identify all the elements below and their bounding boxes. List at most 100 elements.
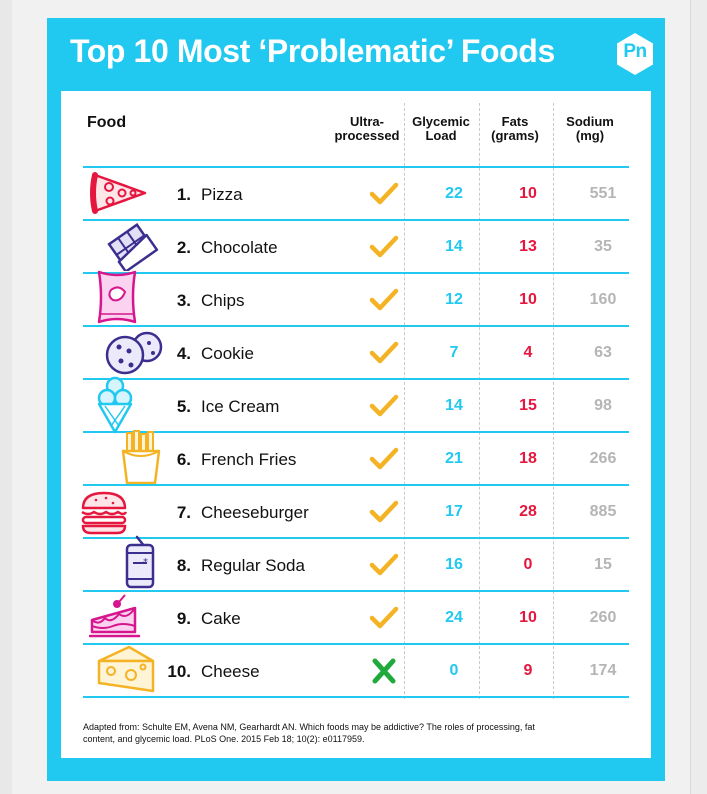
cheese-icon [97,645,155,693]
table-row: 2. Chocolate 14 13 35 [83,221,629,274]
row-glycemic-load: 22 [445,185,463,202]
header-banner: Top 10 Most ‘Problematic’ Foods Pn [47,18,665,91]
row-sodium: 174 [589,662,617,679]
checkmark-icon [369,500,399,523]
row-rank: 5. [176,397,191,416]
row-glycemic-load: 0 [449,662,459,679]
row-food-name: Chips [201,291,245,310]
row-sodium: 260 [589,609,617,626]
column-header-food: Food [87,114,127,131]
row-rank: 4. [176,344,191,363]
row-glycemic-load: 21 [445,450,463,467]
cookie-icon [105,331,163,375]
row-rule [83,272,629,274]
row-glycemic-load: 14 [445,397,463,414]
checkmark-icon [369,341,399,364]
row-sodium: 35 [594,238,612,255]
row-fats: 18 [519,450,537,467]
row-rank: 2. [176,238,191,257]
infographic-card: Top 10 Most ‘Problematic’ Foods Pn Food … [47,18,665,781]
soda-can-icon: * [125,535,155,589]
table-row: 4. Cookie 7 4 63 [83,327,629,380]
row-glycemic-load: 17 [445,503,463,520]
row-rule [83,484,629,486]
column-header-fats-line1: Fats [501,114,529,129]
column-header-glycemic-line1: Glycemic [412,114,470,129]
column-header-glycemic-line2: Load [425,128,457,143]
row-glycemic-load: 14 [445,238,463,255]
row-sodium: 15 [594,556,612,573]
row-sodium: 98 [594,397,612,414]
row-food-name: Cookie [201,344,254,363]
row-fats: 4 [523,344,533,361]
row-sodium: 551 [589,185,617,202]
table-row: * 8. Regular Soda 16 0 15 [83,535,629,592]
row-rule [83,378,629,380]
column-header-sodium: Sodium (mg) [552,115,628,143]
row-rank: 3. [176,291,191,310]
checkmark-icon [369,235,399,258]
row-rule [83,219,629,221]
table-row: 6. French Fries 21 18 266 [83,430,629,486]
row-fats: 28 [519,503,537,520]
row-fats: 10 [519,609,537,626]
french-fries-icon [121,430,161,485]
table-panel: Food Ultra- processed Glycemic Load Fats… [61,91,651,758]
row-fats: 13 [519,238,537,255]
checkmark-icon [369,447,399,470]
checkmark-icon [369,394,399,417]
row-glycemic-load: 24 [445,609,463,626]
row-food-name: Regular Soda [201,556,305,575]
row-rule [83,431,629,433]
row-rule [83,696,629,698]
row-rule [83,325,629,327]
column-header-glycemic-load: Glycemic Load [403,115,479,143]
svg-text:*: * [143,557,148,568]
checkmark-icon [369,553,399,576]
column-header-fats-line2: (grams) [491,128,539,143]
row-rank: 7. [176,503,191,522]
table-row: 5. Ice Cream 14 15 98 [83,376,629,434]
table-row: 10. Cheese 0 9 174 [83,645,629,698]
row-rank: 10. [167,662,191,681]
row-glycemic-load: 12 [445,291,463,308]
row-rank: 1. [176,185,191,204]
row-sodium: 266 [589,450,617,467]
row-fats: 10 [519,185,537,202]
row-food-name: Cheeseburger [201,503,309,522]
table-row: 1. Pizza 22 10 551 [83,168,629,221]
table-row: 7. Cheeseburger 17 28 885 [81,486,629,539]
infographic-title: Top 10 Most ‘Problematic’ Foods [70,33,555,69]
column-header-sodium-line1: Sodium [566,114,614,129]
row-rule [83,590,629,592]
row-food-name: Chocolate [201,238,278,257]
row-fats: 15 [519,397,537,414]
pn-logo-icon: Pn [613,32,657,76]
row-rule [83,537,629,539]
row-glycemic-load: 7 [449,344,459,361]
checkmark-icon [369,288,399,311]
pizza-icon [90,172,147,214]
checkmark-icon [369,182,399,205]
row-sodium: 885 [589,503,617,520]
row-food-name: Cake [201,609,241,628]
row-fats: 10 [519,291,537,308]
chocolate-icon [107,223,159,271]
checkmark-icon [369,606,399,629]
cross-icon [372,658,396,684]
row-rank: 8. [176,556,191,575]
row-food-name: Pizza [201,185,243,204]
column-header-fats: Fats (grams) [477,115,553,143]
column-divider [404,103,405,699]
row-food-name: Cheese [201,662,260,681]
row-food-name: Ice Cream [201,397,280,416]
column-header-ultra-line1: Ultra- [350,114,384,129]
column-divider [553,103,554,699]
cake-icon [89,594,141,638]
row-sodium: 63 [594,344,612,361]
row-rank: 6. [176,450,191,469]
table-row: 3. Chips 12 10 160 [83,270,629,327]
logo-text: Pn [623,41,647,62]
header-rule [83,166,629,168]
column-divider [479,103,480,699]
